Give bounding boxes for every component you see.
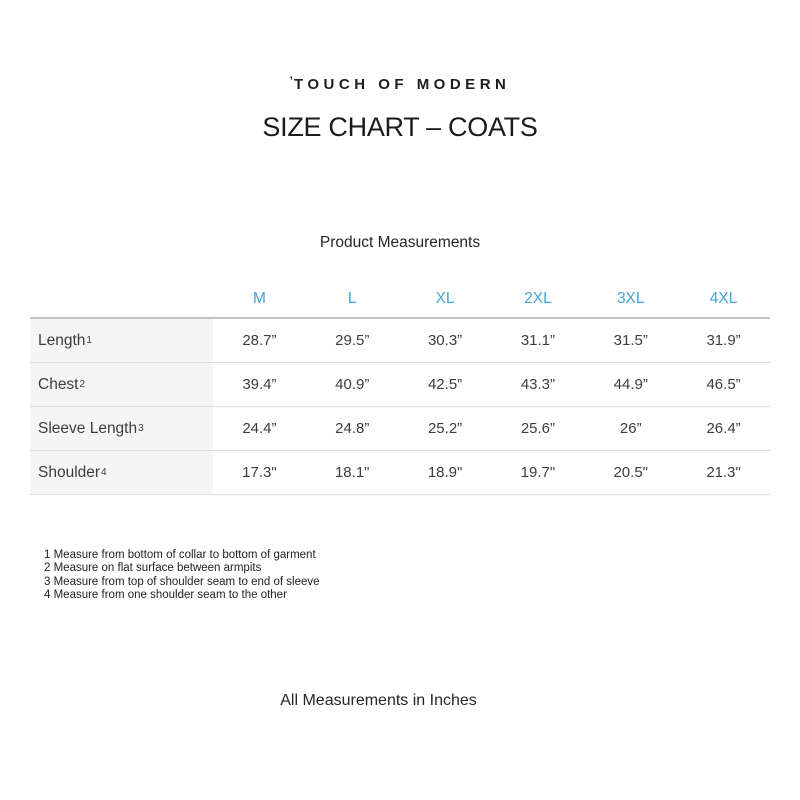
- size-table: M L XL 2XL 3XL 4XL Length 1 28.7” 29.5” 3…: [30, 280, 770, 495]
- cell-value: 25.2”: [427, 420, 463, 437]
- cell-value: 19.7": [520, 464, 556, 481]
- cell-value: 29.5”: [335, 332, 370, 349]
- cell-value: 31.9”: [706, 332, 741, 349]
- row-label-text: Length: [38, 331, 86, 349]
- cell-value: 28.7”: [242, 332, 277, 349]
- row-label-sleeve-length: Sleeve Length 3: [30, 407, 213, 450]
- column-header-xl: XL: [435, 289, 455, 307]
- row-label-text: Shoulder: [38, 463, 101, 481]
- cell-value: 44.9”: [613, 376, 648, 393]
- row-label-chest: Chest 2: [30, 363, 213, 406]
- brand-logo-text: TOUCH OF MODERN: [293, 76, 511, 93]
- footnote-4: 4 Measure from one shoulder seam to the …: [44, 588, 287, 601]
- table-row-shoulder: Shoulder 4 17.3" 18.1" 18.9" 19.7" 20.5" …: [30, 451, 770, 495]
- cell-value: 43.3”: [520, 376, 556, 393]
- table-caption: Product Measurements: [319, 234, 481, 251]
- brand-logo: ʼTOUCH OF MODERN: [0, 74, 800, 93]
- table-row-chest: Chest 2 39.4” 40.9” 42.5” 43.3” 44.9” 46.…: [30, 363, 770, 407]
- cell-value: 21.3": [706, 464, 741, 481]
- cell-value: 42.5”: [427, 376, 463, 393]
- cell-value: 26.4”: [706, 420, 741, 437]
- cell-value: 40.9”: [335, 376, 370, 393]
- row-label-text: Sleeve Length: [38, 419, 138, 437]
- cell-value: 39.4”: [242, 376, 277, 393]
- cell-value: 30.3”: [427, 332, 463, 349]
- cell-value: 18.1": [334, 464, 370, 481]
- cell-value: 24.4”: [242, 420, 277, 437]
- table-row-sleeve-length: Sleeve Length 3 24.4” 24.8” 25.2” 25.6” 2…: [30, 407, 770, 451]
- table-header-row: M L XL 2XL 3XL 4XL: [30, 280, 770, 319]
- column-header-2xl: 2XL: [524, 289, 552, 307]
- column-header-4xl: 4XL: [709, 289, 738, 307]
- cell-value: 25.6”: [520, 420, 556, 437]
- cell-value: 24.8”: [335, 420, 370, 437]
- row-label-shoulder: Shoulder 4: [30, 451, 213, 494]
- cell-value: 20.5": [613, 464, 648, 481]
- page-title: SIZE CHART – COATS: [262, 112, 538, 142]
- cell-value: 18.9": [427, 464, 463, 481]
- cell-value: 46.5”: [706, 376, 741, 393]
- units-note: All Measurements in Inches: [280, 692, 477, 709]
- footnote-2: 2 Measure on flat surface between armpit…: [44, 562, 262, 575]
- cell-value: 26”: [619, 420, 642, 437]
- column-header-l: L: [347, 289, 357, 307]
- cell-value: 31.5”: [613, 332, 648, 349]
- measurement-footnotes: 1 Measure from bottom of collar to botto…: [44, 549, 320, 602]
- footnote-3: 3 Measure from top of shoulder seam to e…: [44, 575, 320, 588]
- column-header-m: M: [252, 289, 266, 307]
- column-header-3xl: 3XL: [616, 289, 645, 307]
- row-label-text: Chest: [38, 375, 79, 393]
- table-row-length: Length 1 28.7” 29.5” 30.3” 31.1” 31.5” 31…: [30, 319, 770, 363]
- cell-value: 17.3": [242, 464, 277, 481]
- logo-tick-mark: ʼ: [289, 74, 294, 88]
- row-label-length: Length 1: [30, 319, 213, 362]
- footnote-1: 1 Measure from bottom of collar to botto…: [44, 549, 316, 561]
- cell-value: 31.1”: [520, 332, 556, 349]
